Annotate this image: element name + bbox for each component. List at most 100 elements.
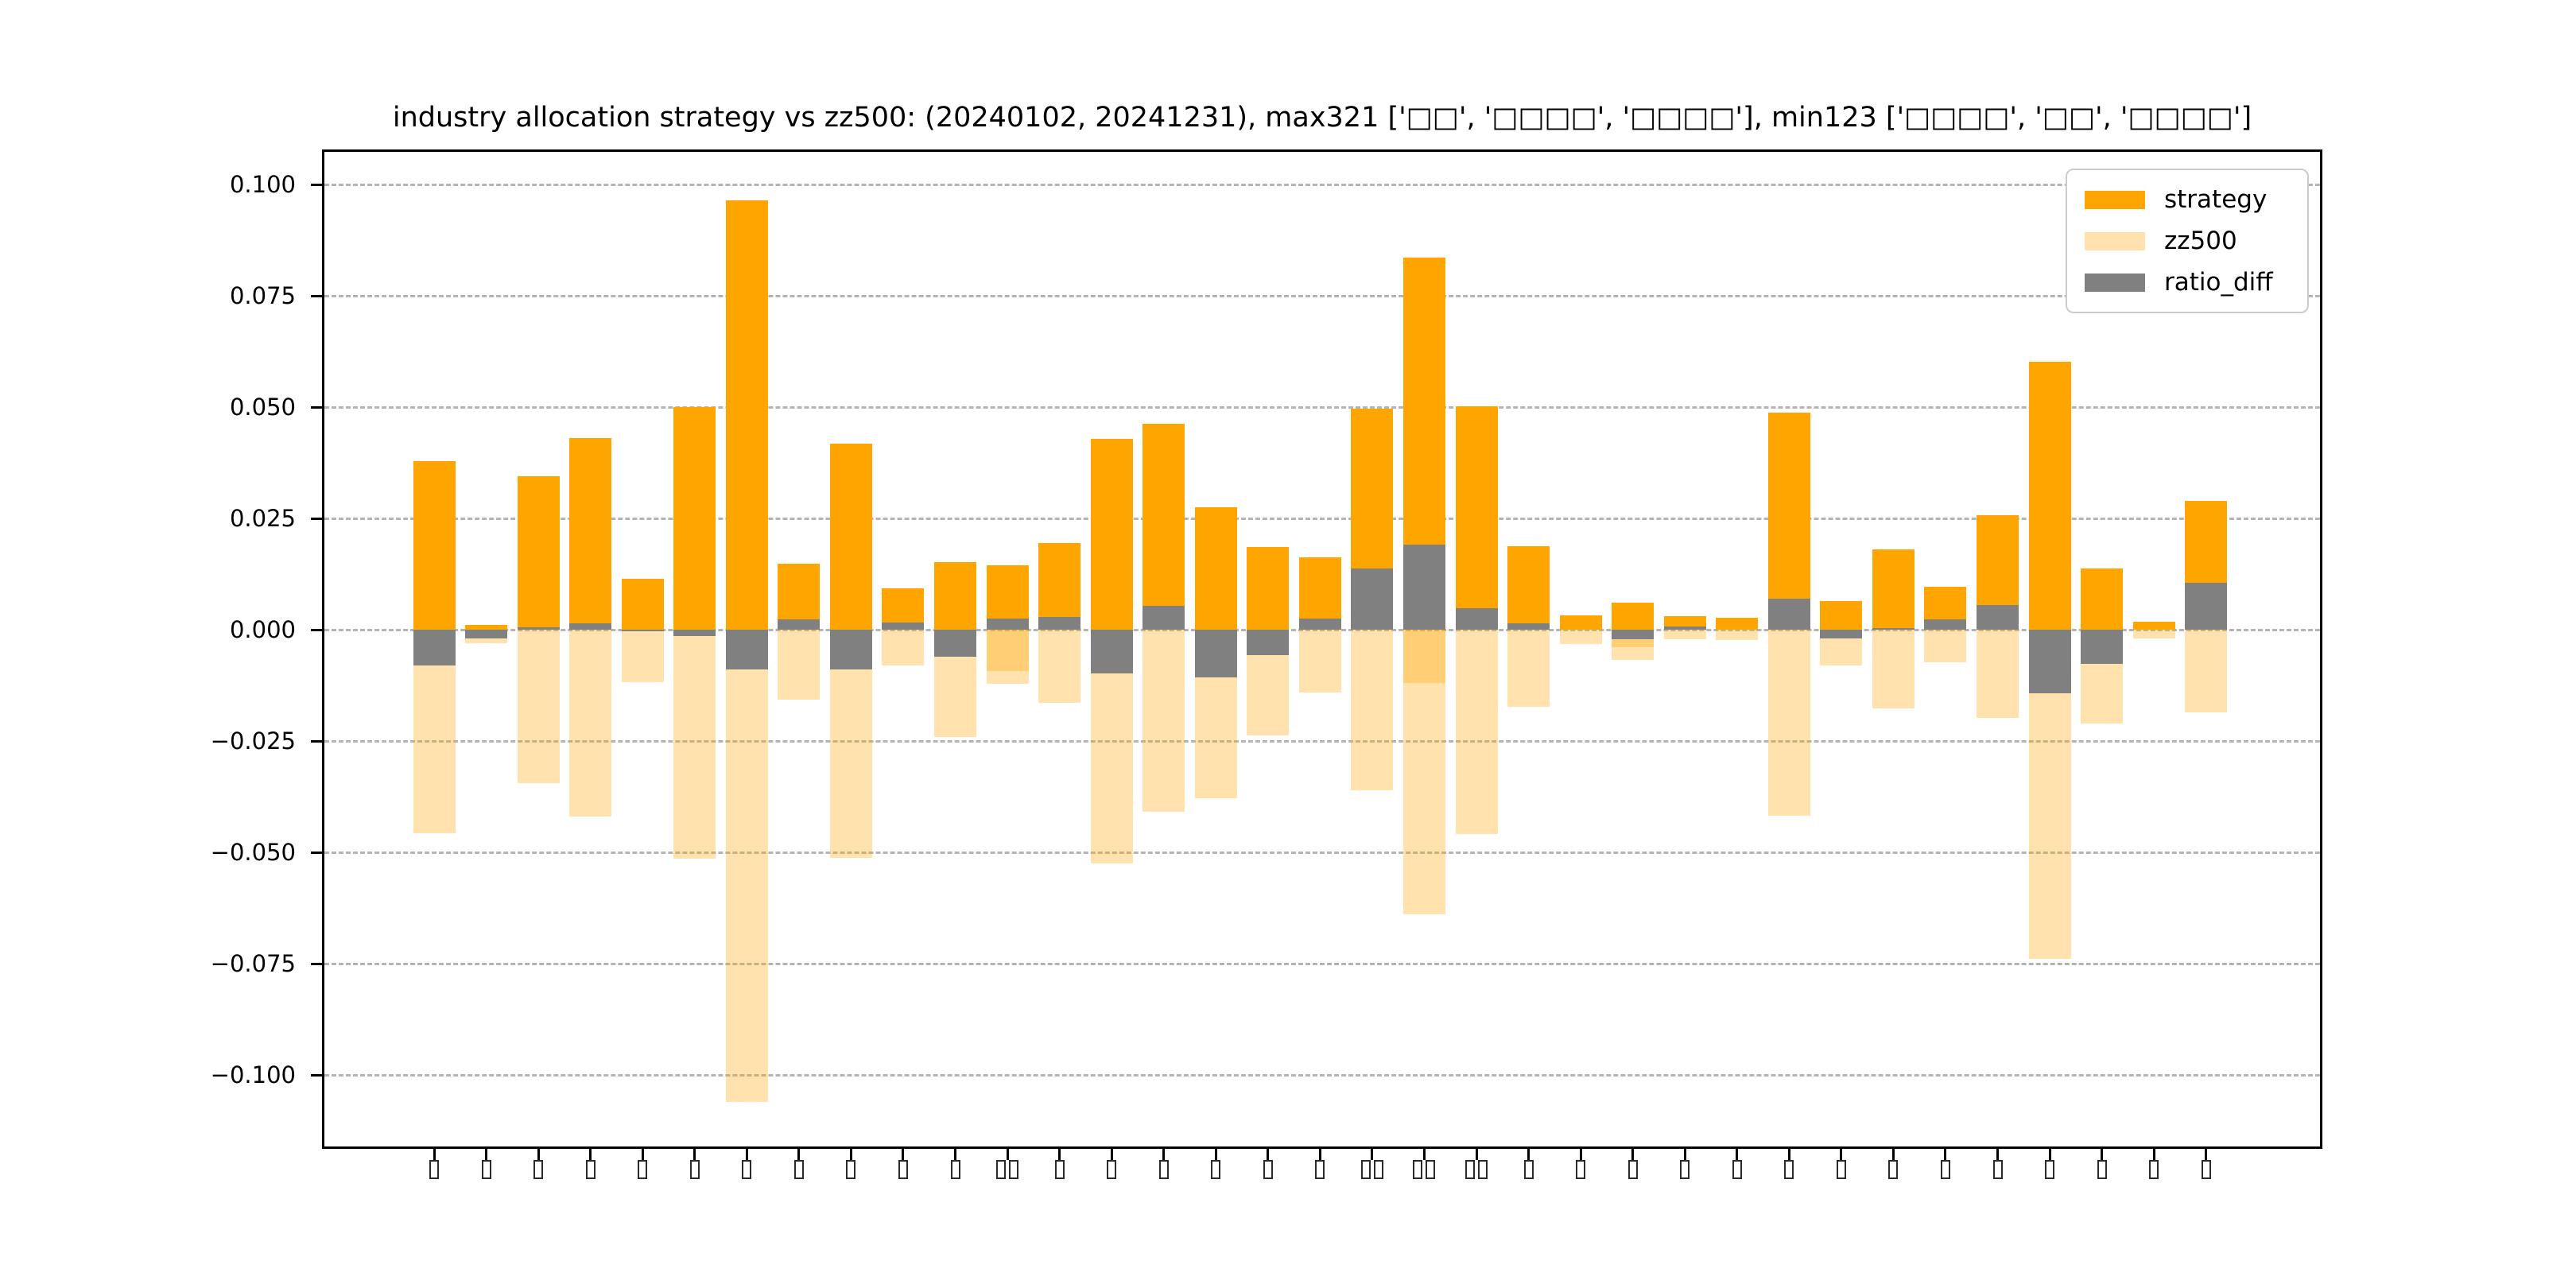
cjk-tofu-glyph	[1009, 1160, 1019, 1179]
ratio-diff-bar	[2185, 582, 2228, 630]
ratio-diff-bar	[2028, 630, 2071, 694]
strategy-swatch	[2085, 190, 2145, 209]
ratio-diff-bar	[1612, 630, 1655, 640]
cjk-tofu-glyph	[1211, 1160, 1221, 1179]
x-tick-label	[1360, 1160, 1383, 1179]
cjk-tofu-glyph	[1158, 1160, 1169, 1179]
zz500-bar	[2132, 630, 2175, 638]
x-tick-label	[429, 1160, 439, 1179]
x-tick-mark	[1683, 1149, 1686, 1160]
zz500-bar	[1872, 630, 1915, 708]
zz500-bar	[1143, 630, 1185, 813]
zz500-swatch	[2085, 231, 2145, 250]
ratio-diff-bar	[1038, 617, 1081, 630]
zz500-bar	[725, 630, 768, 1102]
x-tick-mark	[1422, 1149, 1426, 1160]
cjk-tofu-glyph	[585, 1160, 596, 1179]
gridline	[324, 517, 2320, 520]
strategy-bar	[1767, 413, 1810, 630]
x-tick-label	[1576, 1160, 1586, 1179]
strategy-bar	[1143, 423, 1185, 630]
x-tick-mark	[1214, 1149, 1217, 1160]
cjk-tofu-glyph	[742, 1160, 752, 1179]
y-tick-mark	[311, 183, 322, 186]
x-tick-label	[2201, 1160, 2211, 1179]
cjk-tofu-glyph	[1888, 1160, 1899, 1179]
cjk-tofu-glyph	[1315, 1160, 1325, 1179]
x-tick-mark	[537, 1149, 540, 1160]
strategy-bar	[2081, 568, 2124, 630]
x-tick-mark	[2205, 1149, 2208, 1160]
cjk-tofu-glyph	[1107, 1160, 1117, 1179]
x-tick-mark	[1527, 1149, 1530, 1160]
y-tick-mark	[311, 1073, 322, 1077]
strategy-bar	[1247, 546, 1290, 630]
zz500-bar	[1298, 630, 1341, 692]
x-tick-mark	[433, 1149, 436, 1160]
x-tick-mark	[589, 1149, 592, 1160]
cjk-tofu-glyph	[1627, 1160, 1638, 1179]
ratio-diff-bar	[1455, 607, 1498, 630]
ratio-diff-bar	[1351, 568, 1394, 630]
y-tick-mark	[311, 739, 322, 743]
x-tick-mark	[1631, 1149, 1635, 1160]
strategy-bar	[778, 563, 821, 630]
chart-title: industry allocation strategy vs zz500: (…	[392, 102, 2252, 134]
ratio-diff-bar	[1820, 630, 1863, 638]
legend-item-zz500: zz500	[2067, 221, 2307, 261]
legend-label: ratio_diff	[2164, 268, 2273, 297]
x-tick-label	[1523, 1160, 1534, 1179]
y-tick-label: 0.075	[229, 282, 296, 309]
x-tick-label	[1158, 1160, 1169, 1179]
strategy-bar	[413, 461, 456, 630]
legend-label: zz500	[2164, 227, 2237, 255]
gridline	[324, 851, 2320, 854]
cjk-tofu-glyph	[1263, 1160, 1273, 1179]
strategy-bar	[1820, 601, 1863, 630]
y-tick-label: −0.025	[210, 727, 296, 755]
cjk-tofu-glyph	[1360, 1160, 1371, 1179]
ratio-diff-bar	[882, 623, 925, 630]
cjk-tofu-glyph	[2201, 1160, 2211, 1179]
strategy-bar	[621, 579, 664, 630]
ratio-diff-bar	[1298, 619, 1341, 630]
plot-area	[322, 149, 2322, 1149]
gridline	[324, 739, 2320, 743]
x-tick-label	[481, 1160, 491, 1179]
zz500-bar	[1402, 630, 1445, 915]
cjk-tofu-glyph	[1836, 1160, 1846, 1179]
x-tick-label	[1732, 1160, 1742, 1179]
cjk-tofu-glyph	[2045, 1160, 2055, 1179]
y-tick-label: −0.050	[210, 839, 296, 866]
cjk-tofu-glyph	[846, 1160, 856, 1179]
cjk-tofu-glyph	[481, 1160, 491, 1179]
cjk-tofu-glyph	[1478, 1160, 1488, 1179]
legend: strategy zz500 ratio_diff	[2066, 169, 2309, 313]
strategy-bar	[1612, 603, 1655, 630]
ratio-diff-bar	[1143, 606, 1185, 630]
zz500-bar	[2185, 630, 2228, 712]
ratio-diff-bar	[1663, 626, 1706, 630]
x-tick-label	[846, 1160, 856, 1179]
x-tick-mark	[954, 1149, 956, 1160]
zz500-bar	[778, 630, 821, 700]
cjk-tofu-glyph	[1523, 1160, 1534, 1179]
zz500-bar	[1924, 630, 1967, 663]
x-tick-label	[1211, 1160, 1221, 1179]
ratio-diff-bar	[1402, 545, 1445, 630]
x-tick-mark	[1944, 1149, 1947, 1160]
x-tick-mark	[1110, 1149, 1113, 1160]
ratio-diff-bar	[1090, 630, 1133, 674]
x-tick-mark	[2101, 1149, 2104, 1160]
strategy-bar	[725, 200, 768, 630]
zz500-bar	[673, 630, 716, 859]
x-tick-label	[2097, 1160, 2107, 1179]
legend-label: strategy	[2164, 185, 2268, 214]
x-tick-label	[1465, 1160, 1488, 1179]
y-tick-mark	[311, 517, 322, 520]
x-tick-mark	[1787, 1149, 1790, 1160]
strategy-bar	[1559, 615, 1602, 630]
zz500-bar	[1663, 630, 1706, 640]
zz500-overlap-band	[986, 630, 1029, 671]
cjk-tofu-glyph	[898, 1160, 908, 1179]
